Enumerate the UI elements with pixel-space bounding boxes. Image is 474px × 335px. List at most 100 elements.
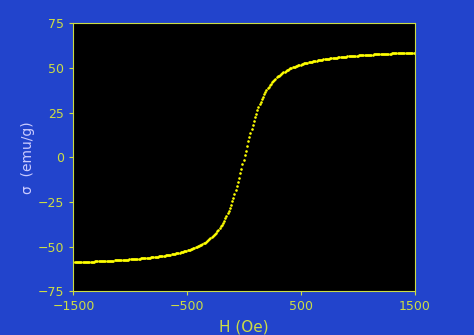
Point (139, 256, 147, 261)
Point (137, 256, 145, 261)
Point (134, 256, 141, 261)
Point (71, 260, 78, 265)
Point (220, 218, 228, 223)
Point (96, 259, 103, 264)
Point (251, 115, 259, 120)
Point (347, 54, 355, 59)
Point (168, 252, 175, 257)
Point (111, 258, 118, 263)
Point (312, 58, 319, 64)
Point (379, 51, 387, 57)
Point (87, 259, 94, 264)
Point (130, 256, 138, 262)
Point (323, 56, 331, 62)
Point (256, 102, 264, 107)
Point (128, 257, 136, 262)
Point (264, 86, 271, 91)
Point (167, 252, 174, 257)
Point (337, 55, 344, 60)
Point (98, 258, 106, 264)
Point (269, 78, 277, 84)
Point (154, 254, 162, 259)
Point (385, 51, 392, 56)
Point (190, 246, 197, 251)
Point (142, 255, 149, 261)
Point (375, 52, 383, 57)
Point (349, 53, 357, 59)
Point (249, 122, 256, 127)
Point (374, 52, 382, 57)
Point (127, 257, 134, 262)
Point (148, 255, 156, 260)
Point (279, 70, 286, 76)
Point (392, 51, 400, 56)
Point (219, 220, 227, 225)
Point (237, 171, 244, 176)
Point (78, 259, 85, 265)
Point (118, 257, 125, 263)
Point (327, 56, 334, 61)
Point (112, 258, 119, 263)
Point (391, 51, 398, 56)
Point (125, 257, 132, 262)
Point (271, 77, 278, 82)
Point (165, 252, 173, 257)
Point (378, 51, 385, 57)
Point (302, 60, 310, 66)
Point (377, 51, 384, 57)
Point (260, 92, 268, 97)
Point (274, 74, 282, 79)
Point (170, 251, 178, 257)
Point (383, 51, 391, 56)
Point (370, 52, 377, 57)
Point (91, 259, 99, 264)
Point (209, 233, 217, 239)
Point (365, 52, 373, 57)
Point (194, 244, 201, 249)
Point (289, 65, 296, 70)
Point (299, 61, 307, 67)
Point (105, 258, 113, 263)
Point (265, 84, 273, 89)
Point (325, 56, 333, 61)
Point (144, 255, 152, 260)
Point (285, 66, 293, 72)
Point (403, 50, 410, 56)
Point (360, 53, 367, 58)
Point (296, 62, 303, 68)
Point (258, 96, 265, 102)
Point (399, 50, 406, 56)
Point (246, 134, 253, 140)
Point (200, 241, 208, 246)
Point (73, 260, 81, 265)
Point (226, 205, 234, 210)
Point (153, 254, 161, 259)
Point (235, 175, 243, 181)
Point (310, 59, 317, 64)
Point (405, 50, 413, 56)
Point (106, 258, 114, 263)
Point (238, 162, 246, 167)
Point (396, 51, 404, 56)
Point (266, 82, 273, 88)
Point (109, 258, 117, 263)
Point (188, 246, 196, 252)
Point (283, 68, 291, 73)
Point (305, 60, 312, 65)
Point (380, 51, 388, 57)
Point (246, 130, 254, 135)
Point (229, 195, 237, 200)
Point (345, 54, 352, 59)
Point (104, 258, 111, 264)
Point (404, 50, 412, 56)
X-axis label: H (Oe): H (Oe) (219, 319, 269, 334)
Point (191, 245, 198, 251)
Point (392, 51, 399, 56)
Point (400, 50, 407, 56)
Point (408, 50, 415, 55)
Point (199, 242, 206, 247)
Point (411, 50, 419, 55)
Point (331, 55, 338, 60)
Point (228, 199, 236, 204)
Point (192, 245, 200, 250)
